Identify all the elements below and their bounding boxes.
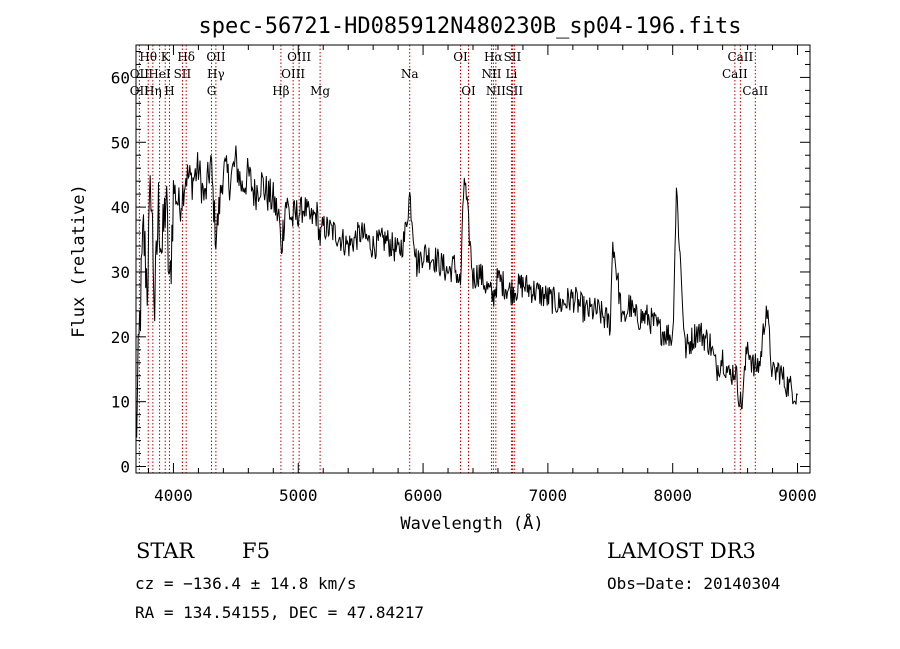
y-axis-ticks: 0 10 20 30 40 50 60 xyxy=(111,50,810,477)
coordinates: RA = 134.54155, DEC = 47.84217 xyxy=(135,603,424,622)
x-tick-label: 7000 xyxy=(529,486,568,505)
y-tick-label: 60 xyxy=(111,68,130,87)
y-tick-label: 50 xyxy=(111,133,130,152)
line-label: Hδ xyxy=(177,50,195,64)
y-tick-label: 40 xyxy=(111,198,130,217)
y-tick-label: 30 xyxy=(111,263,130,282)
line-label: HeI xyxy=(148,67,171,81)
line-label: SII xyxy=(505,84,523,98)
line-label: CaII xyxy=(727,50,753,64)
x-axis-label: Wavelength (Å) xyxy=(400,512,543,534)
x-tick-label: 8000 xyxy=(653,486,692,505)
spectrum-line xyxy=(135,145,798,438)
line-label: CaII xyxy=(722,67,748,81)
line-label: OIII xyxy=(281,67,305,81)
x-tick-label: 5000 xyxy=(279,486,318,505)
line-label: G xyxy=(207,84,217,98)
line-label: OIII xyxy=(287,50,311,64)
line-label: OI xyxy=(461,84,476,98)
line-label: NII xyxy=(486,84,506,98)
line-label: Mg xyxy=(310,84,330,98)
line-label: H xyxy=(164,84,174,98)
object-subclass: F5 xyxy=(242,539,270,563)
chart-title: spec-56721-HD085912N480230B_sp04-196.fit… xyxy=(198,14,741,39)
y-tick-label: 10 xyxy=(111,393,130,412)
line-label: SII xyxy=(174,67,192,81)
line-label: Hθ xyxy=(139,50,157,64)
x-tick-label: 6000 xyxy=(404,486,443,505)
x-tick-label: 9000 xyxy=(778,486,817,505)
line-label: OII xyxy=(130,84,150,98)
line-label: K xyxy=(161,50,171,64)
line-label: Hη xyxy=(144,84,162,98)
line-label: NII xyxy=(481,67,501,81)
y-axis-label: Flux (relative) xyxy=(69,184,89,338)
line-label: OII xyxy=(130,67,150,81)
line-label: OII xyxy=(206,50,226,64)
plot-frame xyxy=(135,44,811,474)
line-label: SII xyxy=(504,50,522,64)
y-tick-label: 0 xyxy=(120,458,130,477)
line-label: Hγ xyxy=(207,67,225,81)
object-class: STAR xyxy=(136,539,195,563)
x-tick-label: 4000 xyxy=(154,486,193,505)
spectral-line-markers xyxy=(138,45,756,473)
x-axis-ticks: 4000 5000 6000 7000 8000 9000 xyxy=(147,45,817,505)
line-label: Hβ xyxy=(272,84,289,98)
line-label: OI xyxy=(453,50,468,64)
line-label: Na xyxy=(401,67,419,81)
redshift-velocity: cz = −136.4 ± 14.8 km/s xyxy=(135,574,357,593)
survey-name: LAMOST DR3 xyxy=(607,539,756,563)
observation-date: Obs−Date: 20140304 xyxy=(607,574,781,593)
y-tick-label: 20 xyxy=(111,328,130,347)
line-label: CaII xyxy=(742,84,768,98)
line-label: Li xyxy=(506,67,518,81)
line-label: Hα xyxy=(484,50,503,64)
